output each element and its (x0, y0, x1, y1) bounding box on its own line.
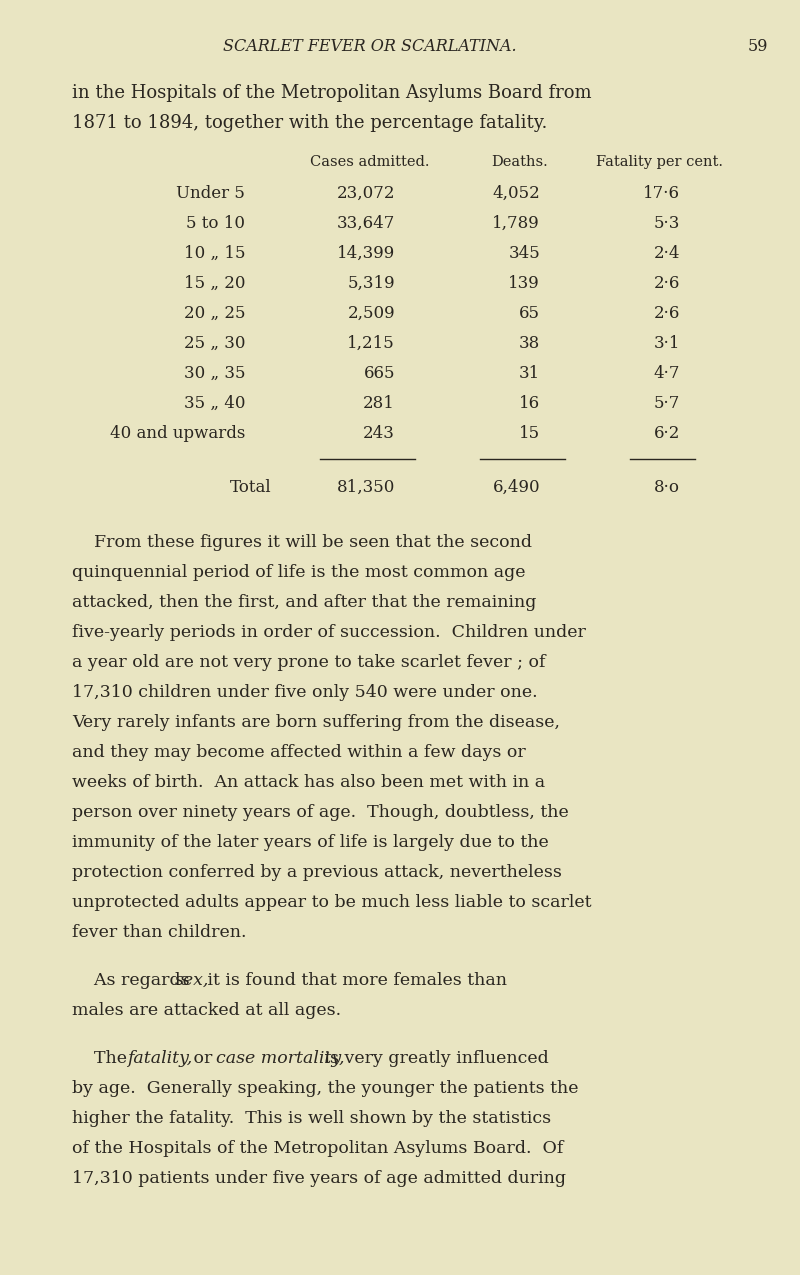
Text: 1,215: 1,215 (347, 335, 395, 352)
Text: of the Hospitals of the Metropolitan Asylums Board.  Of: of the Hospitals of the Metropolitan Asy… (72, 1140, 563, 1156)
Text: 38: 38 (518, 335, 540, 352)
Text: 31: 31 (518, 365, 540, 382)
Text: 20 „ 25: 20 „ 25 (183, 305, 245, 323)
Text: 65: 65 (519, 305, 540, 323)
Text: 5,319: 5,319 (347, 275, 395, 292)
Text: in the Hospitals of the Metropolitan Asylums Board from: in the Hospitals of the Metropolitan Asy… (72, 84, 592, 102)
Text: case mortality,: case mortality, (216, 1051, 344, 1067)
Text: 25 „ 30: 25 „ 30 (183, 335, 245, 352)
Text: higher the fatality.  This is well shown by the statistics: higher the fatality. This is well shown … (72, 1111, 551, 1127)
Text: a year old are not very prone to take scarlet fever ; of: a year old are not very prone to take sc… (72, 654, 546, 671)
Text: As regards: As regards (72, 972, 195, 989)
Text: weeks of birth.  An attack has also been met with in a: weeks of birth. An attack has also been … (72, 774, 545, 790)
Text: Very rarely infants are born suffering from the disease,: Very rarely infants are born suffering f… (72, 714, 560, 731)
Text: 6,490: 6,490 (492, 479, 540, 496)
Text: or: or (189, 1051, 218, 1067)
Text: 33,647: 33,647 (337, 215, 395, 232)
Text: 2·4: 2·4 (654, 245, 680, 261)
Text: 17,310 children under five only 540 were under one.: 17,310 children under five only 540 were… (72, 683, 538, 701)
Text: protection conferred by a previous attack, nevertheless: protection conferred by a previous attac… (72, 864, 562, 881)
Text: 139: 139 (508, 275, 540, 292)
Text: 10 „ 15: 10 „ 15 (183, 245, 245, 261)
Text: fever than children.: fever than children. (72, 924, 246, 941)
Text: quinquennial period of life is the most common age: quinquennial period of life is the most … (72, 564, 526, 581)
Text: 345: 345 (508, 245, 540, 261)
Text: The: The (72, 1051, 133, 1067)
Text: 1871 to 1894, together with the percentage fatality.: 1871 to 1894, together with the percenta… (72, 113, 547, 133)
Text: 665: 665 (363, 365, 395, 382)
Text: 4·7: 4·7 (654, 365, 680, 382)
Text: 243: 243 (363, 425, 395, 442)
Text: and they may become affected within a few days or: and they may become affected within a fe… (72, 745, 526, 761)
Text: immunity of the later years of life is largely due to the: immunity of the later years of life is l… (72, 834, 549, 850)
Text: SCARLET FEVER OR SCARLATINA.: SCARLET FEVER OR SCARLATINA. (223, 38, 517, 55)
Text: 2,509: 2,509 (347, 305, 395, 323)
Text: 5 to 10: 5 to 10 (186, 215, 245, 232)
Text: it is found that more females than: it is found that more females than (202, 972, 507, 989)
Text: 2·6: 2·6 (654, 305, 680, 323)
Text: Under 5: Under 5 (176, 185, 245, 201)
Text: 35 „ 40: 35 „ 40 (183, 395, 245, 412)
Text: is very greatly influenced: is very greatly influenced (318, 1051, 548, 1067)
Text: 5·7: 5·7 (654, 395, 680, 412)
Text: 40 and upwards: 40 and upwards (110, 425, 245, 442)
Text: Cases admitted.: Cases admitted. (310, 156, 430, 170)
Text: attacked, then the first, and after that the remaining: attacked, then the first, and after that… (72, 594, 536, 611)
Text: 81,350: 81,350 (337, 479, 395, 496)
Text: 6·2: 6·2 (654, 425, 680, 442)
Text: fatality,: fatality, (126, 1051, 192, 1067)
Text: 5·3: 5·3 (654, 215, 680, 232)
Text: 30 „ 35: 30 „ 35 (183, 365, 245, 382)
Text: 23,072: 23,072 (337, 185, 395, 201)
Text: males are attacked at all ages.: males are attacked at all ages. (72, 1002, 341, 1019)
Text: Deaths.: Deaths. (492, 156, 548, 170)
Text: 3·1: 3·1 (654, 335, 680, 352)
Text: 1,789: 1,789 (492, 215, 540, 232)
Text: 15 „ 20: 15 „ 20 (183, 275, 245, 292)
Text: 15: 15 (519, 425, 540, 442)
Text: 14,399: 14,399 (337, 245, 395, 261)
Text: by age.  Generally speaking, the younger the patients the: by age. Generally speaking, the younger … (72, 1080, 578, 1096)
Text: 17·6: 17·6 (643, 185, 680, 201)
Text: 17,310 patients under five years of age admitted during: 17,310 patients under five years of age … (72, 1170, 566, 1187)
Text: 16: 16 (519, 395, 540, 412)
Text: person over ninety years of age.  Though, doubtless, the: person over ninety years of age. Though,… (72, 805, 569, 821)
Text: five-yearly periods in order of succession.  Children under: five-yearly periods in order of successi… (72, 623, 586, 641)
Text: 281: 281 (363, 395, 395, 412)
Text: unprotected adults appear to be much less liable to scarlet: unprotected adults appear to be much les… (72, 894, 591, 912)
Text: Fatality per cent.: Fatality per cent. (597, 156, 723, 170)
Text: sex,: sex, (174, 972, 209, 989)
Text: 2·6: 2·6 (654, 275, 680, 292)
Text: 59: 59 (748, 38, 769, 55)
Text: 8·o: 8·o (654, 479, 680, 496)
Text: From these figures it will be seen that the second: From these figures it will be seen that … (72, 534, 532, 551)
Text: 4,052: 4,052 (492, 185, 540, 201)
Text: Total: Total (230, 479, 272, 496)
